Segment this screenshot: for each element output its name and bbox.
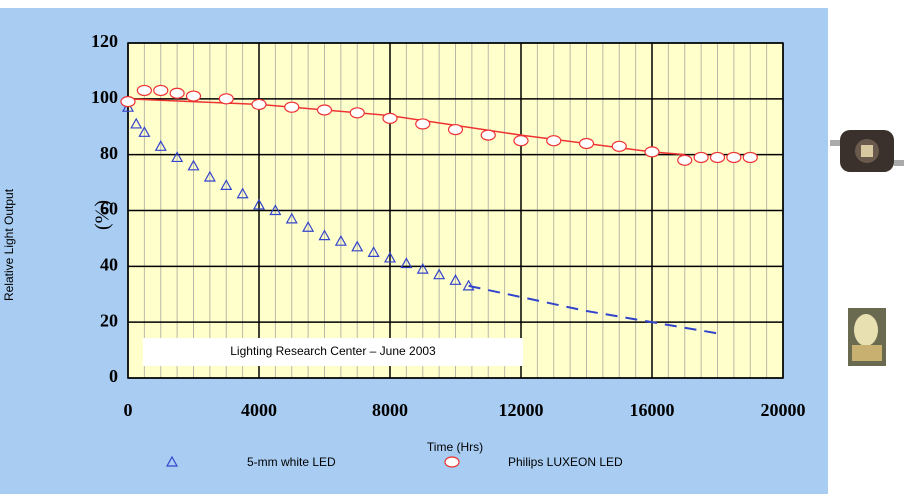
marker-circle <box>349 107 365 119</box>
marker-triangle <box>269 204 282 216</box>
marker-circle <box>185 90 202 102</box>
marker-circle <box>284 101 300 113</box>
marker-circle <box>415 118 431 130</box>
marker-circle <box>218 93 234 105</box>
projection-line <box>468 284 718 335</box>
marker-triangle <box>252 198 266 210</box>
marker-triangle <box>400 257 413 269</box>
led-photo-5mm <box>848 308 886 366</box>
marker-triangle <box>367 246 380 257</box>
marker-circle <box>136 84 152 97</box>
marker-triangle <box>449 274 462 285</box>
x-tick-label: 16000 <box>630 400 675 420</box>
y-axis-label: Relative Light Output <box>2 188 16 301</box>
led-photo-luxeon <box>830 130 904 172</box>
marker-circle <box>742 151 758 164</box>
legend-label: Philips LUXEON LED <box>508 455 623 469</box>
marker-circle <box>709 151 726 164</box>
marker-triangle <box>318 229 331 241</box>
y-tick-label: 20 <box>100 310 118 330</box>
marker-triangle <box>236 187 249 199</box>
marker-circle <box>153 84 169 97</box>
x-axis-label: Time (Hrs) <box>427 440 483 454</box>
annotation-box <box>143 338 523 366</box>
marker-circle <box>677 154 693 166</box>
y-tick-label: 120 <box>91 31 118 51</box>
y-axis-unit: (%) <box>92 200 114 230</box>
legend: 5-mm white LED Philips LUXEON LED <box>165 455 623 469</box>
legend-label: 5-mm white LED <box>247 455 336 469</box>
x-tick-label: 0 <box>124 400 133 420</box>
marker-triangle <box>433 268 446 280</box>
marker-triangle <box>302 221 315 232</box>
marker-triangle <box>220 179 233 190</box>
marker-circle <box>316 104 333 116</box>
marker-triangle <box>165 455 179 467</box>
marker-triangle <box>154 140 167 151</box>
marker-circle <box>611 140 627 152</box>
marker-circle <box>644 146 660 158</box>
y-tick-label: 60 <box>100 199 118 219</box>
y-tick-label: 80 <box>100 143 118 163</box>
marker-triangle <box>130 117 143 129</box>
marker-triangle <box>171 151 184 163</box>
marker-circle <box>169 87 185 99</box>
marker-triangle <box>462 279 475 291</box>
marker-circle <box>578 137 595 150</box>
marker-triangle <box>138 126 151 137</box>
marker-triangle <box>334 234 347 246</box>
marker-triangle <box>285 212 298 224</box>
marker-circle <box>251 98 267 111</box>
plot-frame <box>127 42 784 379</box>
marker-circle <box>447 123 464 136</box>
marker-triangle <box>351 240 364 252</box>
y-tick-label: 40 <box>100 254 118 274</box>
marker-circle <box>382 112 398 124</box>
marker-circle <box>444 456 460 468</box>
y-tick-label: 100 <box>91 87 118 107</box>
annotation: Lighting Research Center – June 2003 <box>230 344 436 358</box>
marker-circle <box>546 135 562 147</box>
x-tick-label: 8000 <box>372 400 408 420</box>
x-tick-label: 12000 <box>499 400 544 420</box>
marker-circle <box>726 151 742 164</box>
marker-triangle <box>187 159 200 171</box>
marker-circle <box>480 129 496 141</box>
marker-triangle <box>383 251 397 263</box>
marker-triangle <box>203 170 216 182</box>
plot <box>120 42 784 379</box>
x-tick-label: 20000 <box>761 400 806 420</box>
marker-circle <box>120 96 136 108</box>
marker-circle <box>513 135 529 147</box>
x-tick-label: 4000 <box>241 400 277 420</box>
y-tick-label: 0 <box>109 366 118 386</box>
marker-circle <box>693 151 709 164</box>
marker-triangle <box>416 262 429 274</box>
